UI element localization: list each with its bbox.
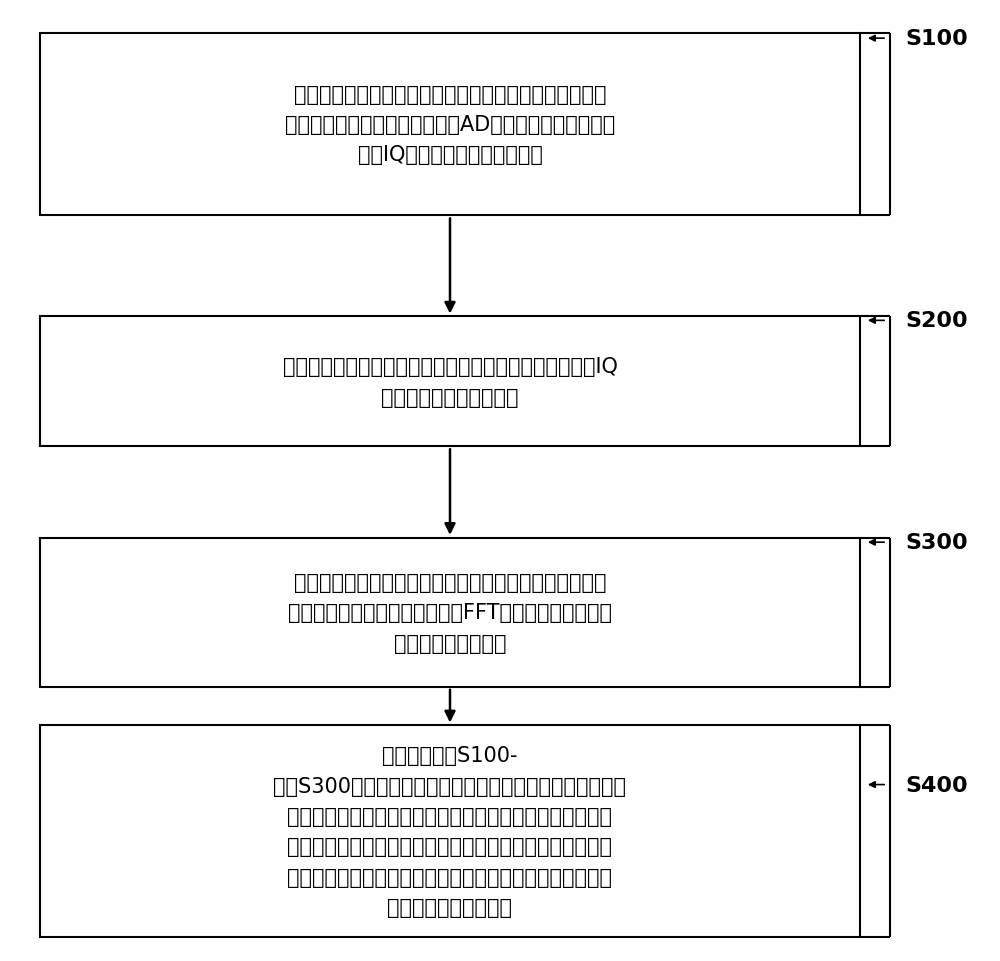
Text: S300: S300 [905, 532, 968, 553]
Text: S100: S100 [905, 29, 968, 49]
Bar [40, 726, 860, 937]
Bar [40, 538, 860, 687]
Text: 循环执行步骤S100-
步骤S300获取设定周期内对应高度的自相关数据并进行累加
，作为第一数据；去除第一数据的背景噪声，并通过预设的
数据校准方法和频谱模糊函: 循环执行步骤S100- 步骤S300获取设定周期内对应高度的自相关数据并进行累加… [273, 746, 626, 917]
Text: 将第一信号进行复加权及求和运算，形成多个波束指向的IQ
数字信号，作为第二信号: 将第一信号进行复加权及求和运算，形成多个波束指向的IQ 数字信号，作为第二信号 [283, 357, 617, 407]
Text: S200: S200 [905, 311, 968, 331]
Bar [40, 317, 860, 447]
Text: 获取至少一路电离层散射的回波信号，将回波信号进行下
变频得到中频模拟信号，并通过AD采样和数字正交下变频
得到IQ数字信号，作为第一信号: 获取至少一路电离层散射的回波信号，将回波信号进行下 变频得到中频模拟信号，并通过… [285, 85, 615, 165]
Text: S400: S400 [905, 775, 968, 795]
Bar [40, 34, 860, 216]
Text: 通过预设的杂波去除方法去除第二信号的杂波，得到第三
信号；基于第三信号，通过频域FFT算法解码计算得到对
应高度的自相关数据: 通过预设的杂波去除方法去除第二信号的杂波，得到第三 信号；基于第三信号，通过频域… [288, 573, 612, 653]
